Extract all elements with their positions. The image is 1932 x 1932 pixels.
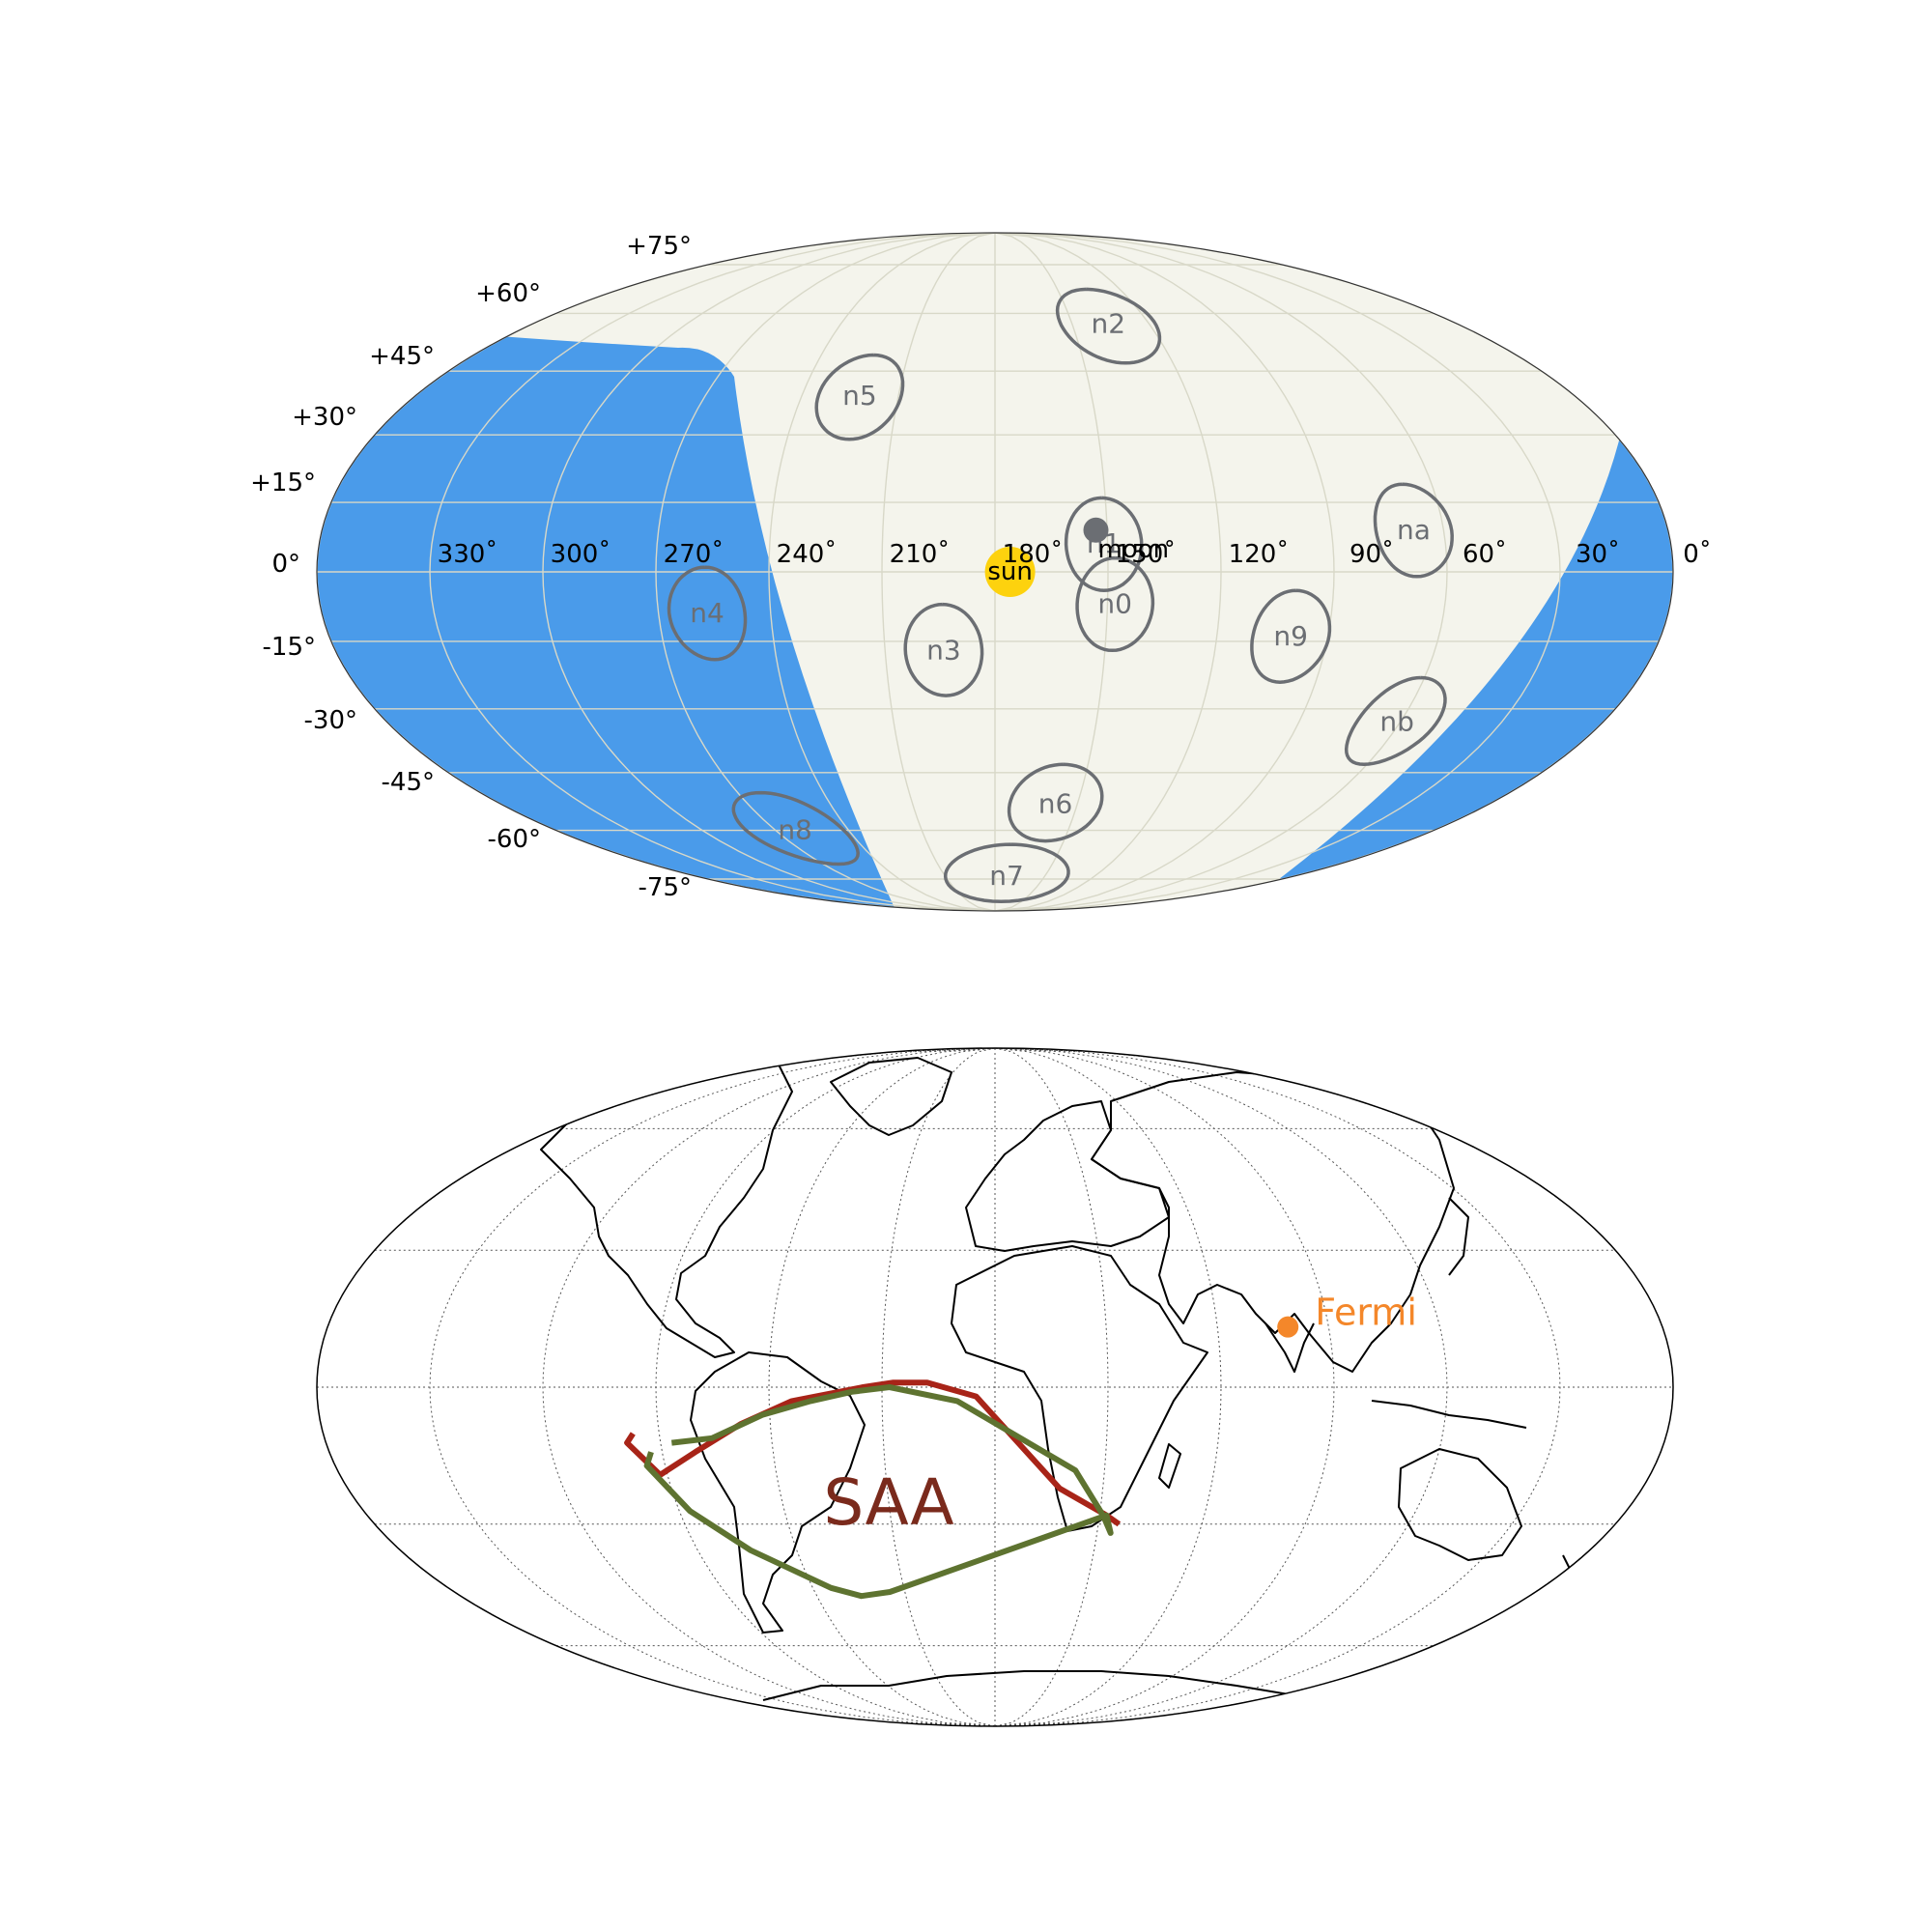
lat-label: -15° (263, 633, 316, 662)
sky-meridian (768, 233, 996, 911)
north-america-coast (540, 1048, 793, 1358)
lon-label: 0˚ (1683, 540, 1712, 569)
indonesia-coast (1371, 1400, 1527, 1429)
sky-lat-labels: +75° +60° +45° +30° +15° 0° -15° -30° -4… (250, 232, 692, 902)
lon-label: 210˚ (890, 540, 951, 569)
sky-lon-labels: 330˚ 300˚ 270˚ 240˚ 210˚ 180˚ 150˚ 120˚ … (438, 540, 1712, 569)
moon-marker (1083, 517, 1109, 543)
detector-ring (1007, 762, 1104, 843)
detector-label: n3 (926, 634, 961, 666)
lon-label: 60˚ (1463, 540, 1507, 569)
detector-ring (1064, 496, 1144, 592)
detector-label: n7 (989, 860, 1024, 892)
detector-label: nb (1379, 705, 1414, 737)
saa-boundary-green (643, 1384, 1114, 1600)
earth-meridian (542, 1048, 996, 1726)
lat-label: 0° (271, 550, 300, 579)
india-coast (1264, 1322, 1315, 1373)
detector-label: n8 (778, 814, 812, 846)
detector-ring (1373, 482, 1454, 579)
earth-meridian (994, 1048, 1335, 1726)
lon-label: 150˚ (1116, 540, 1177, 569)
sky-meridian (994, 233, 1335, 911)
detector-ring (1344, 675, 1447, 767)
earth-border (316, 1047, 1674, 1727)
lat-label: -60° (488, 825, 541, 854)
lon-label: 30˚ (1576, 540, 1620, 569)
detector-label: n9 (1273, 620, 1308, 652)
lon-label: 90˚ (1350, 540, 1394, 569)
earth-meridian (655, 1048, 996, 1726)
earth-meridian (994, 1048, 1109, 1726)
lon-label: 330˚ (438, 540, 498, 569)
coastlines (540, 1048, 1574, 1701)
lon-label: 120˚ (1229, 540, 1290, 569)
detector-ring (667, 565, 748, 662)
madagascar-coast (1158, 1443, 1181, 1489)
greenland-coast (830, 1057, 952, 1136)
fermi-marker (1277, 1316, 1299, 1338)
lat-label: -75° (639, 873, 692, 902)
detector-label: n6 (1038, 788, 1073, 820)
saa-boundary-red (624, 1379, 1122, 1527)
lat-label: +30° (292, 403, 357, 432)
fermi-label: Fermi (1315, 1292, 1417, 1334)
lon-label: 270˚ (664, 540, 724, 569)
africa-coast (951, 1245, 1208, 1532)
sky-meridian (994, 233, 1561, 911)
detector-ring (1250, 588, 1332, 684)
sun-marker (984, 547, 1036, 597)
earth-meridian (429, 1048, 996, 1726)
earth-meridian (994, 1048, 1561, 1726)
sky-border (316, 232, 1674, 912)
lat-label: -30° (304, 706, 357, 735)
detector-ring (731, 790, 860, 867)
detector-label: n5 (842, 380, 877, 412)
lon-label: 240˚ (777, 540, 838, 569)
japan-coast (1448, 1197, 1469, 1276)
sky-meridian (881, 233, 996, 911)
sky-meridian (542, 233, 996, 911)
lat-label: +75° (626, 232, 692, 261)
detector-label: n0 (1097, 588, 1132, 620)
detector-label: n4 (690, 597, 724, 629)
sky-meridian (429, 233, 996, 911)
moon-label: moon (1097, 535, 1169, 564)
sky-meridian (994, 233, 1448, 911)
sky-meridian (655, 233, 996, 911)
detector-ring (1055, 287, 1162, 365)
lon-label: 180˚ (1003, 540, 1064, 569)
detector-ring (903, 602, 984, 697)
detector-ring (943, 842, 1070, 904)
south-america-coast (690, 1351, 866, 1634)
sky-meridian (994, 233, 1222, 911)
antarctica-coast (762, 1670, 1295, 1701)
lat-label: +15° (250, 469, 316, 497)
detector-label: n2 (1092, 308, 1126, 340)
lat-label: +45° (369, 342, 435, 371)
detector-label: na (1397, 514, 1431, 546)
saa-label: SAA (823, 1465, 953, 1540)
detector-ring (814, 353, 905, 441)
lon-label: 300˚ (551, 540, 611, 569)
sun-label: sun (987, 557, 1033, 586)
sky-grid (317, 233, 1673, 911)
australia-coast (1398, 1448, 1522, 1561)
lat-label: +60° (475, 279, 541, 308)
earth-meridian (994, 1048, 1448, 1726)
lat-label: -45° (382, 768, 435, 797)
earth-map: SAA Fermi (316, 1047, 1674, 1727)
sky-meridian (994, 233, 1109, 911)
